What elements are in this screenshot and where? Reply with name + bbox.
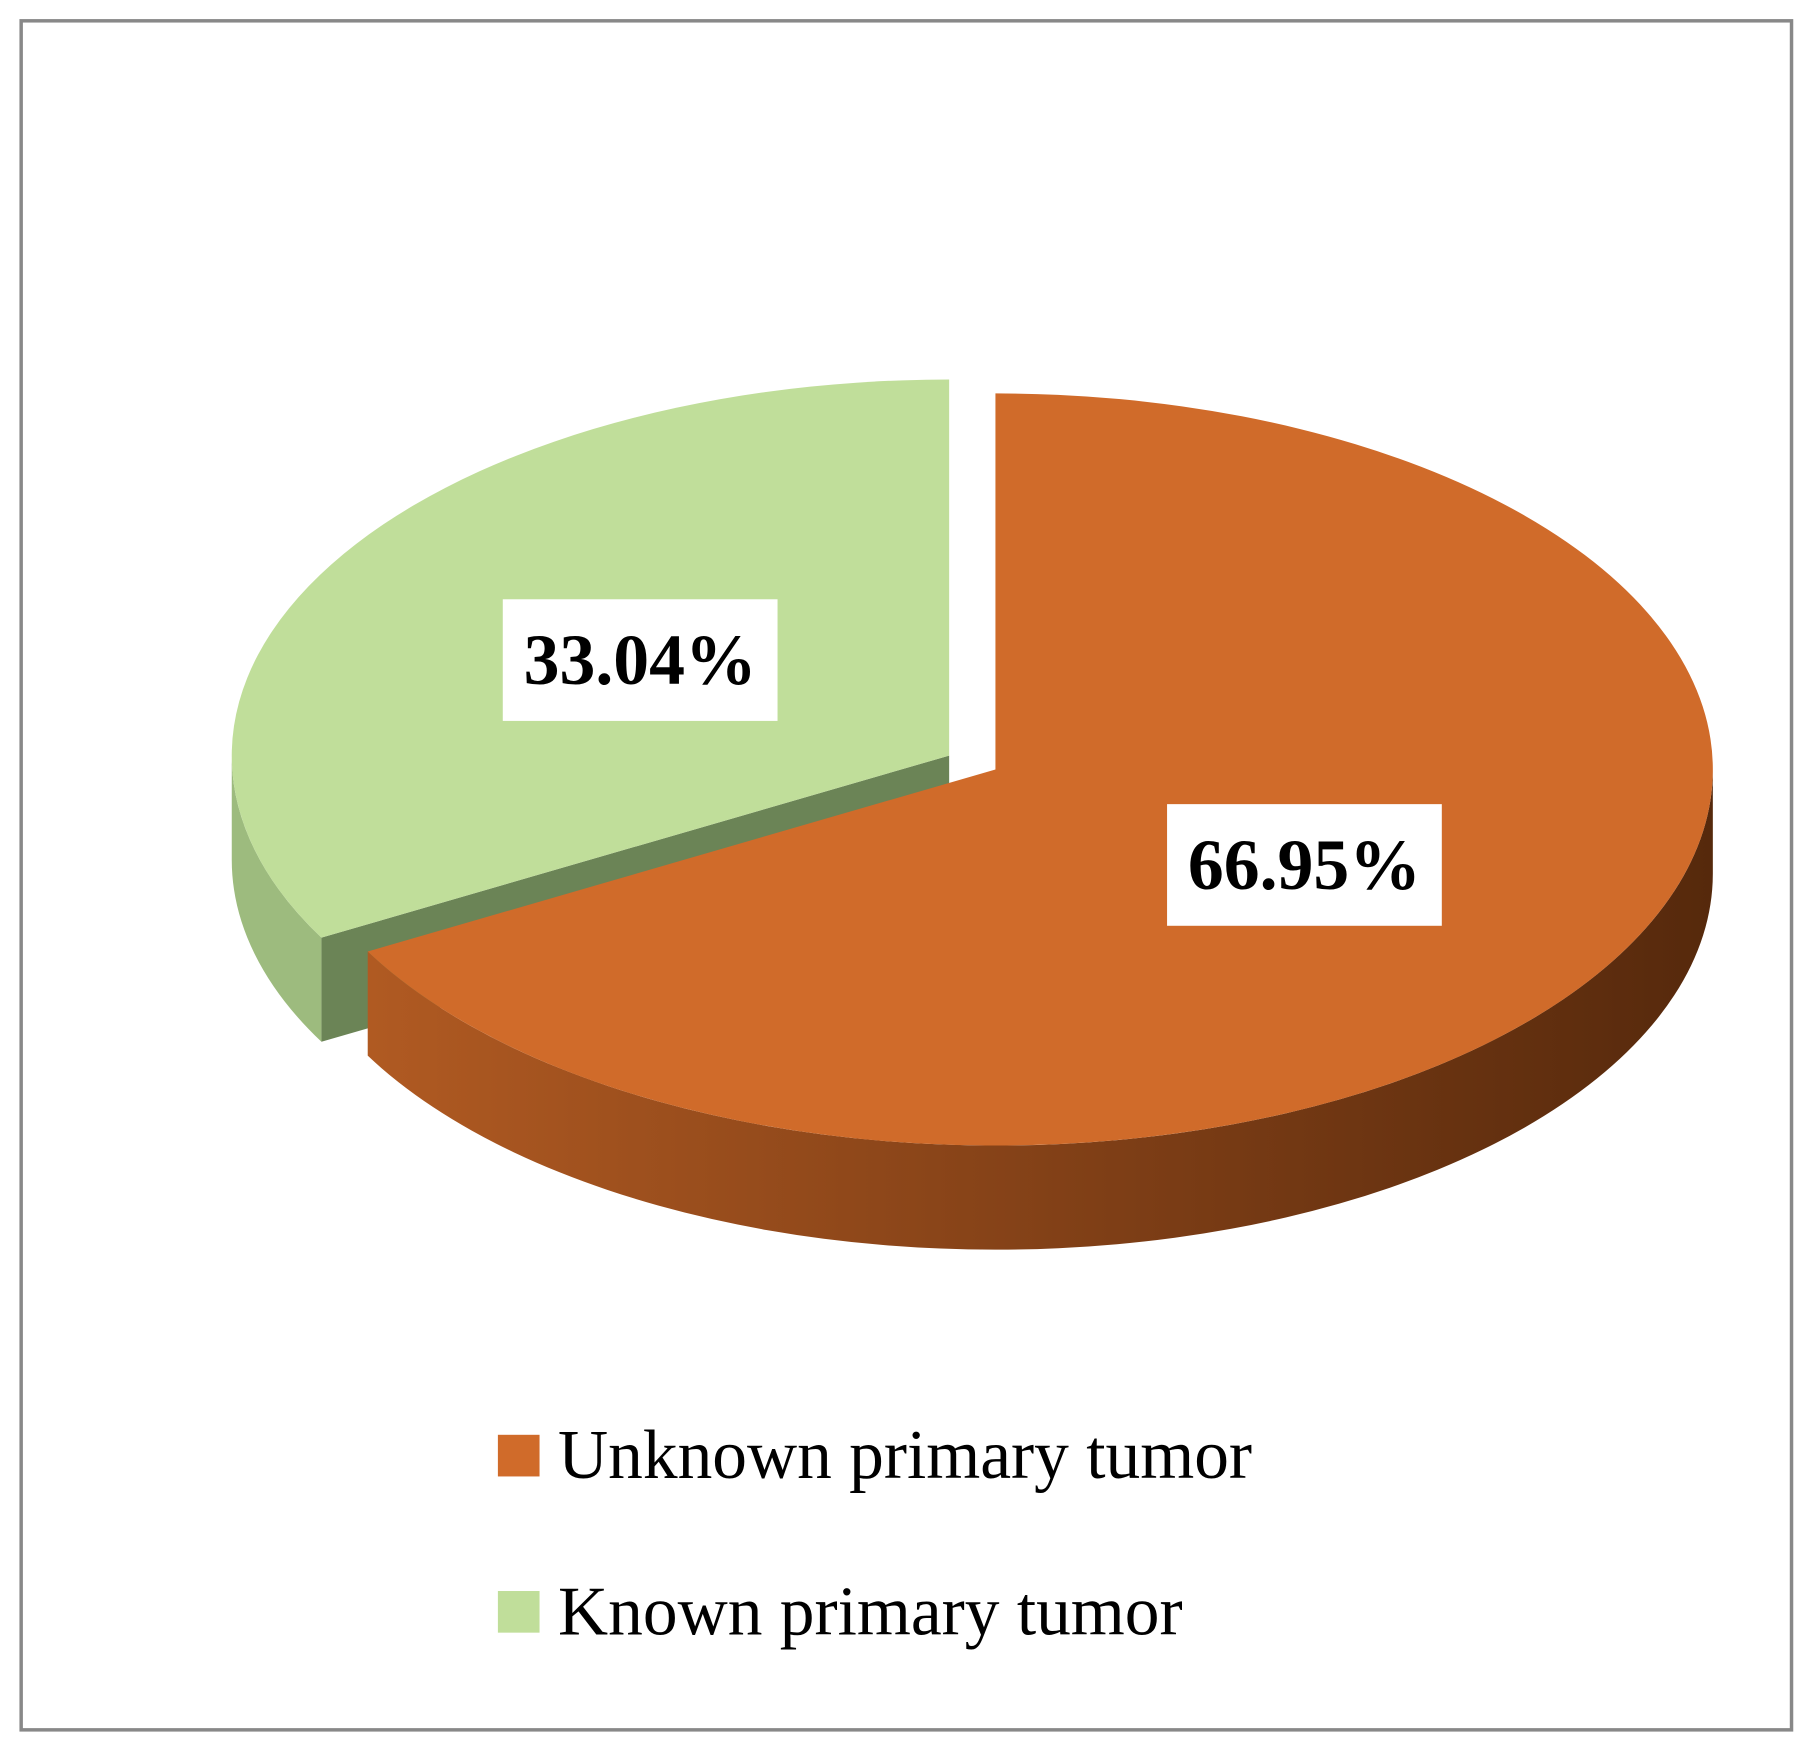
legend-swatch [497, 1591, 540, 1633]
value-label: 33.04% [524, 620, 757, 700]
value-label-box [1167, 804, 1442, 926]
legend-swatch [497, 1434, 540, 1477]
slice-side [367, 769, 1713, 1250]
slice-side [231, 755, 322, 1042]
legend-label: Known primary tumor [558, 1573, 1183, 1650]
value-label: 66.95% [1188, 825, 1421, 905]
pie-slice [367, 393, 1713, 1146]
legend-label: Unknown primary tumor [558, 1417, 1252, 1494]
value-label-box [502, 599, 778, 721]
